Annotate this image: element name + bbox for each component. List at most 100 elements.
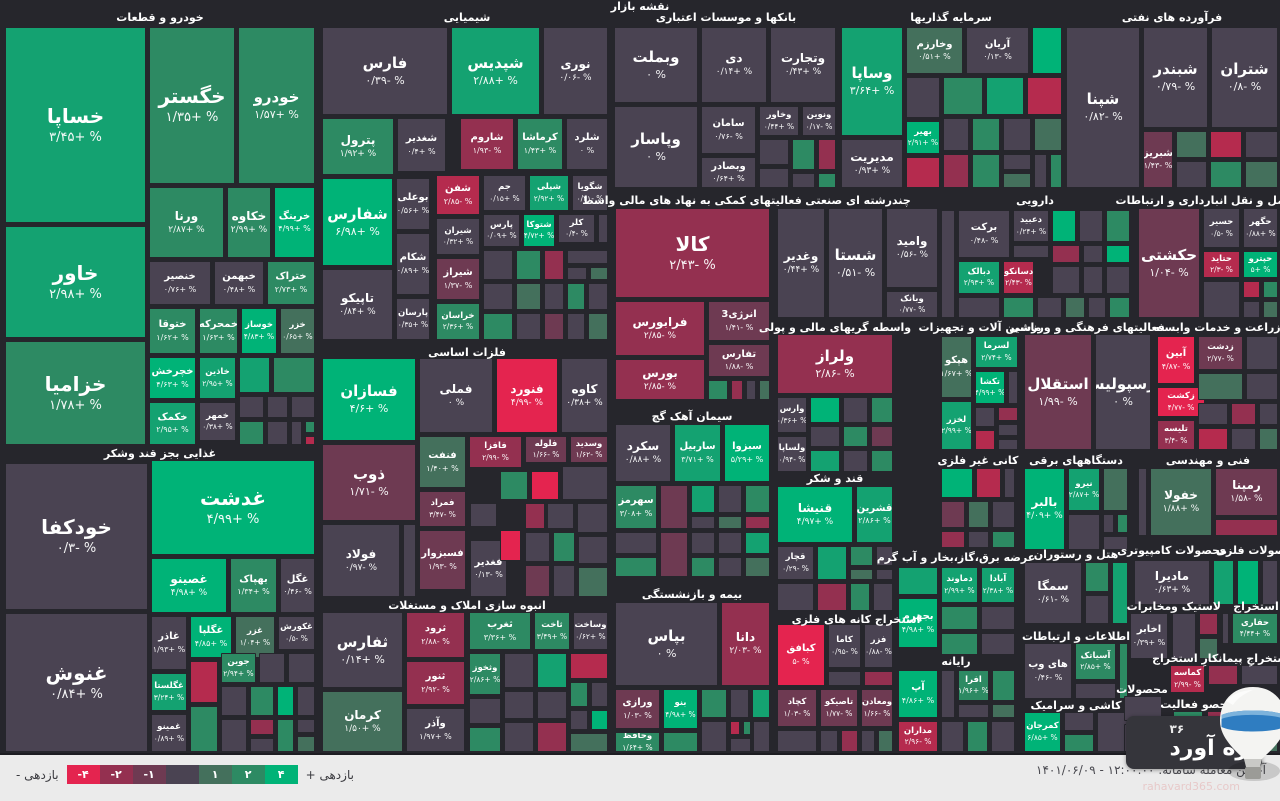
- filler-tile[interactable]: [992, 501, 1015, 528]
- stock-tile[interactable]: تاصیکو ۱/۷۷- %: [820, 689, 858, 727]
- filler-tile[interactable]: [525, 565, 550, 597]
- stock-tile[interactable]: وپاسار ۰ %: [614, 106, 698, 188]
- stock-tile[interactable]: کرمان ۱/۵۰+ %: [322, 691, 403, 752]
- stock-tile[interactable]: وخاور ۰/۴۴+ %: [759, 106, 799, 136]
- filler-tile[interactable]: [906, 77, 940, 118]
- filler-tile[interactable]: [941, 721, 964, 752]
- filler-tile[interactable]: [1083, 266, 1103, 294]
- filler-tile[interactable]: [525, 503, 545, 529]
- filler-tile[interactable]: [1103, 536, 1128, 550]
- filler-tile[interactable]: [941, 606, 978, 630]
- stock-tile[interactable]: استقلال ۱/۹۹- %: [1024, 334, 1092, 450]
- filler-tile[interactable]: [871, 426, 893, 447]
- stock-tile[interactable]: سبزوا ۵/۲۹+ %: [724, 424, 770, 482]
- filler-tile[interactable]: [745, 485, 770, 513]
- filler-tile[interactable]: [718, 532, 742, 554]
- filler-tile[interactable]: [598, 214, 608, 243]
- filler-tile[interactable]: [820, 730, 838, 752]
- stock-tile[interactable]: سامان ۰/۷۶- %: [701, 106, 756, 154]
- stock-tile[interactable]: افرا ۱/۹۶+ %: [958, 670, 989, 701]
- stock-tile[interactable]: زکشت ۴/۷۷- %: [1157, 387, 1205, 417]
- filler-tile[interactable]: [537, 653, 567, 688]
- filler-tile[interactable]: [1243, 301, 1260, 318]
- stock-tile[interactable]: کلر ۰/۴- %: [558, 214, 595, 243]
- stock-tile[interactable]: ثفارس ۰/۱۴+ %: [322, 612, 403, 688]
- stock-tile[interactable]: برکت ۰/۴۸- %: [958, 210, 1010, 258]
- stock-tile[interactable]: خراسان ۲/۳۶+ %: [436, 303, 480, 340]
- stock-tile[interactable]: [1176, 161, 1207, 188]
- stock-tile[interactable]: بالبر ۴/۰۹+ %: [1024, 468, 1065, 550]
- filler-tile[interactable]: [1065, 297, 1085, 318]
- stock-tile[interactable]: آسیاتک ۲/۸۵+ %: [1075, 643, 1116, 680]
- stock-tile[interactable]: خودرو ۱/۵۷+ %: [238, 27, 315, 184]
- filler-tile[interactable]: [590, 267, 608, 280]
- filler-tile[interactable]: [1213, 560, 1234, 605]
- filler-tile[interactable]: [810, 426, 840, 447]
- filler-tile[interactable]: [718, 557, 742, 577]
- filler-tile[interactable]: [850, 569, 873, 580]
- stock-tile[interactable]: دماوند ۲/۹۹+ %: [941, 567, 978, 603]
- stock-tile[interactable]: آپ ۴/۸۶+ %: [898, 670, 938, 718]
- stock-tile[interactable]: غکورش ۰/۵- %: [278, 616, 315, 650]
- filler-tile[interactable]: [972, 118, 1000, 151]
- stock-tile[interactable]: وتجارت ۰/۴۳+ %: [770, 27, 836, 103]
- filler-tile[interactable]: [730, 721, 740, 735]
- stock-tile[interactable]: غصینو ۴/۹۸+ %: [151, 558, 227, 613]
- filler-tile[interactable]: [1263, 301, 1278, 318]
- filler-tile[interactable]: [817, 546, 847, 580]
- stock-tile[interactable]: رمپنا ۱/۵۸- %: [1215, 468, 1278, 516]
- filler-tile[interactable]: [1198, 403, 1228, 425]
- filler-tile[interactable]: [567, 283, 585, 310]
- filler-tile[interactable]: [730, 738, 751, 752]
- filler-tile[interactable]: [850, 583, 870, 611]
- stock-tile[interactable]: لسرما ۲/۷۴+ %: [975, 336, 1018, 368]
- filler-tile[interactable]: [1103, 468, 1128, 511]
- stock-tile[interactable]: دسانکو ۲/۴۳- %: [1003, 261, 1034, 294]
- filler-tile[interactable]: [1259, 403, 1278, 425]
- stock-tile[interactable]: شبریز ۱/۴۳- %: [1143, 131, 1173, 188]
- filler-tile[interactable]: [1106, 266, 1130, 294]
- stock-tile[interactable]: فافزا ۲/۹۹- %: [469, 436, 522, 468]
- stock-tile[interactable]: دعبید ۰/۲۴+ %: [1013, 210, 1049, 242]
- stock-tile[interactable]: خگستر ۱/۳۵+ %: [149, 27, 235, 184]
- stock-tile[interactable]: [1176, 131, 1207, 158]
- filler-tile[interactable]: [1198, 428, 1228, 450]
- filler-tile[interactable]: [577, 503, 608, 533]
- filler-tile[interactable]: [1243, 281, 1260, 298]
- stock-tile[interactable]: شگویا ۰/۴۱- %: [572, 175, 608, 211]
- stock-tile[interactable]: حفاری ۴/۴۴+ %: [1232, 613, 1278, 644]
- filler-tile[interactable]: [975, 430, 995, 450]
- filler-tile[interactable]: [818, 173, 836, 188]
- filler-tile[interactable]: [1245, 161, 1278, 188]
- filler-tile[interactable]: [691, 516, 715, 529]
- filler-tile[interactable]: [1052, 210, 1076, 242]
- filler-tile[interactable]: [1231, 403, 1256, 425]
- filler-tile[interactable]: [1119, 643, 1128, 699]
- stock-tile[interactable]: های وب ۰/۴۶- %: [1024, 643, 1072, 699]
- stock-tile[interactable]: ثرود ۲/۸۸- %: [406, 612, 465, 658]
- filler-tile[interactable]: [544, 283, 564, 310]
- filler-tile[interactable]: [504, 653, 534, 688]
- stock-tile[interactable]: خرینگ ۴/۹۹+ %: [274, 187, 315, 258]
- stock-tile[interactable]: فلوله ۱/۶۶- %: [525, 436, 567, 463]
- stock-tile[interactable]: شبندر ۰/۷۹- %: [1143, 27, 1208, 128]
- filler-tile[interactable]: [792, 173, 815, 188]
- stock-tile[interactable]: وساپا ۳/۶۴+ %: [841, 27, 903, 136]
- filler-tile[interactable]: [958, 704, 989, 718]
- filler-tile[interactable]: [841, 730, 858, 752]
- filler-tile[interactable]: [745, 532, 770, 554]
- stock-tile[interactable]: ساربیل ۳/۷۱+ %: [674, 424, 721, 482]
- filler-tile[interactable]: [1199, 613, 1218, 635]
- filler-tile[interactable]: [968, 501, 989, 528]
- stock-tile[interactable]: [500, 471, 528, 500]
- filler-tile[interactable]: [1052, 266, 1080, 294]
- stock-tile[interactable]: خنصیر ۰/۷۶+ %: [149, 261, 211, 305]
- stock-tile[interactable]: غگلستا ۳/۲۴+ %: [151, 673, 187, 711]
- filler-tile[interactable]: [691, 485, 715, 513]
- filler-tile[interactable]: [259, 653, 285, 683]
- filler-tile[interactable]: [1037, 297, 1062, 318]
- filler-tile[interactable]: [500, 530, 521, 561]
- filler-tile[interactable]: [876, 546, 893, 566]
- filler-tile[interactable]: [992, 670, 1015, 701]
- filler-tile[interactable]: [850, 546, 873, 566]
